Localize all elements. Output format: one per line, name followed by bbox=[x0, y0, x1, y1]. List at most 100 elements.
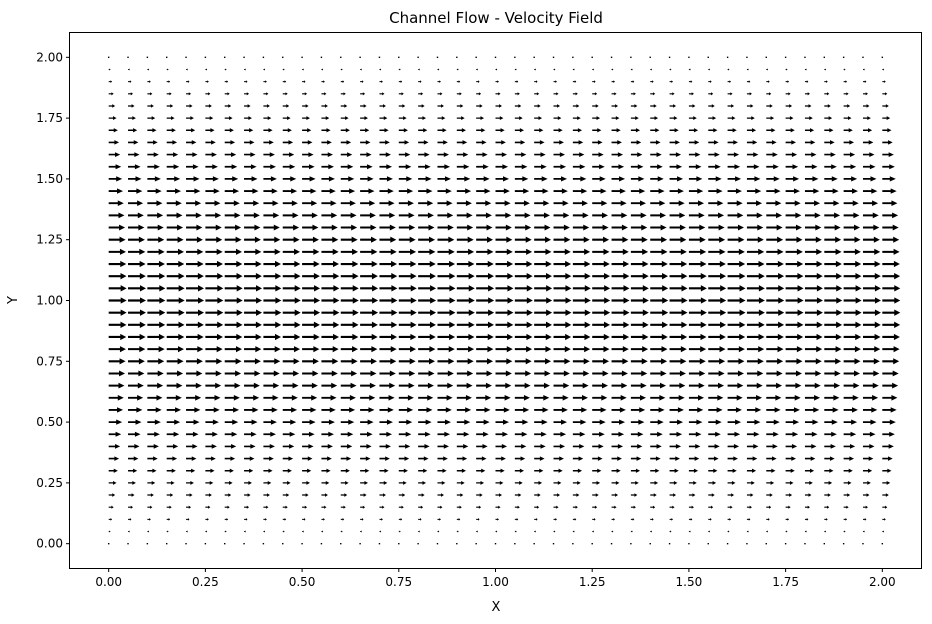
velocity-arrow bbox=[263, 285, 282, 292]
velocity-arrow bbox=[224, 56, 226, 59]
velocity-arrow bbox=[727, 140, 738, 145]
velocity-arrow bbox=[804, 309, 823, 316]
velocity-arrow bbox=[785, 456, 797, 461]
velocity-arrow bbox=[418, 333, 436, 341]
velocity-arrow bbox=[592, 92, 598, 96]
velocity-arrow bbox=[360, 128, 370, 133]
velocity-arrow bbox=[708, 260, 726, 268]
velocity-arrow bbox=[379, 248, 397, 255]
velocity-arrow bbox=[302, 212, 318, 219]
velocity-arrow bbox=[456, 394, 472, 401]
velocity-arrow bbox=[572, 68, 575, 71]
velocity-arrow bbox=[108, 358, 126, 365]
velocity-arrow bbox=[766, 297, 785, 304]
velocity-arrow bbox=[708, 92, 714, 96]
velocity-arrow bbox=[321, 297, 340, 304]
velocity-arrow bbox=[360, 236, 377, 243]
velocity-arrow bbox=[708, 444, 720, 449]
velocity-arrow bbox=[437, 321, 456, 328]
velocity-arrow bbox=[495, 358, 513, 365]
velocity-arrow bbox=[282, 456, 294, 461]
velocity-arrow bbox=[727, 176, 742, 182]
velocity-arrow bbox=[534, 309, 553, 316]
velocity-arrow bbox=[418, 80, 422, 84]
velocity-arrow bbox=[147, 212, 164, 219]
velocity-arrow bbox=[476, 444, 488, 449]
velocity-arrow bbox=[611, 188, 626, 194]
velocity-arrow bbox=[592, 116, 601, 121]
velocity-arrow bbox=[708, 456, 719, 461]
velocity-arrow bbox=[611, 297, 630, 304]
velocity-arrow bbox=[688, 297, 707, 304]
velocity-arrow bbox=[534, 212, 550, 219]
velocity-arrow bbox=[398, 68, 401, 71]
velocity-arrow bbox=[572, 236, 590, 243]
velocity-arrow bbox=[418, 297, 437, 304]
velocity-arrow bbox=[456, 370, 474, 377]
velocity-arrow bbox=[842, 542, 845, 545]
velocity-arrow bbox=[456, 419, 471, 425]
velocity-arrow bbox=[379, 419, 393, 425]
velocity-arrow bbox=[340, 80, 345, 84]
velocity-arrow bbox=[437, 224, 454, 231]
velocity-arrow bbox=[708, 164, 721, 170]
velocity-arrow bbox=[398, 116, 407, 121]
velocity-arrow bbox=[784, 56, 787, 59]
velocity-arrow bbox=[282, 309, 301, 316]
velocity-arrow bbox=[205, 92, 211, 96]
velocity-arrow bbox=[708, 212, 725, 219]
velocity-arrow bbox=[766, 273, 785, 280]
velocity-arrow bbox=[398, 188, 414, 194]
velocity-arrow bbox=[340, 128, 350, 133]
velocity-arrow bbox=[398, 56, 400, 59]
velocity-arrow bbox=[882, 188, 897, 194]
velocity-arrow bbox=[495, 309, 514, 316]
velocity-arrow bbox=[592, 493, 599, 497]
velocity-arrow bbox=[572, 346, 591, 353]
velocity-arrow bbox=[843, 321, 862, 328]
velocity-arrow bbox=[669, 80, 673, 84]
velocity-arrow bbox=[456, 480, 465, 485]
velocity-arrow bbox=[630, 176, 645, 182]
velocity-arrow bbox=[108, 370, 126, 377]
velocity-arrow bbox=[766, 321, 785, 328]
y-tick-label: 0.00 bbox=[36, 537, 63, 551]
velocity-arrow bbox=[186, 321, 204, 328]
velocity-arrow bbox=[824, 370, 841, 377]
velocity-arrow bbox=[824, 480, 833, 485]
velocity-arrow bbox=[611, 358, 629, 365]
velocity-arrow bbox=[456, 236, 474, 243]
velocity-arrow bbox=[186, 116, 194, 121]
velocity-arrow bbox=[340, 382, 357, 389]
velocity-arrow bbox=[456, 382, 473, 389]
velocity-arrow bbox=[553, 140, 564, 145]
velocity-arrow bbox=[862, 456, 874, 461]
velocity-arrow bbox=[340, 236, 358, 243]
velocity-arrow bbox=[766, 407, 781, 413]
velocity-arrow bbox=[340, 542, 342, 545]
velocity-arrow bbox=[572, 285, 591, 292]
velocity-arrow bbox=[688, 358, 706, 365]
velocity-arrow bbox=[476, 333, 494, 341]
velocity-arrow bbox=[263, 188, 278, 194]
velocity-arrow bbox=[824, 309, 843, 316]
velocity-arrow bbox=[437, 212, 454, 219]
velocity-arrow bbox=[147, 419, 161, 425]
velocity-arrow bbox=[379, 188, 394, 194]
velocity-arrow bbox=[688, 431, 702, 437]
velocity-arrow bbox=[708, 297, 727, 304]
velocity-arrow bbox=[321, 248, 339, 255]
velocity-arrow bbox=[437, 407, 452, 413]
velocity-arrow bbox=[611, 382, 628, 389]
velocity-arrow bbox=[862, 431, 876, 437]
velocity-arrow bbox=[379, 297, 398, 304]
velocity-arrow bbox=[727, 285, 746, 292]
arrow-field bbox=[107, 56, 901, 545]
velocity-arrow bbox=[398, 200, 414, 207]
velocity-arrow bbox=[495, 297, 514, 304]
velocity-arrow bbox=[476, 80, 480, 84]
velocity-arrow bbox=[321, 358, 339, 365]
velocity-arrow bbox=[592, 480, 601, 485]
velocity-arrow bbox=[360, 80, 364, 84]
